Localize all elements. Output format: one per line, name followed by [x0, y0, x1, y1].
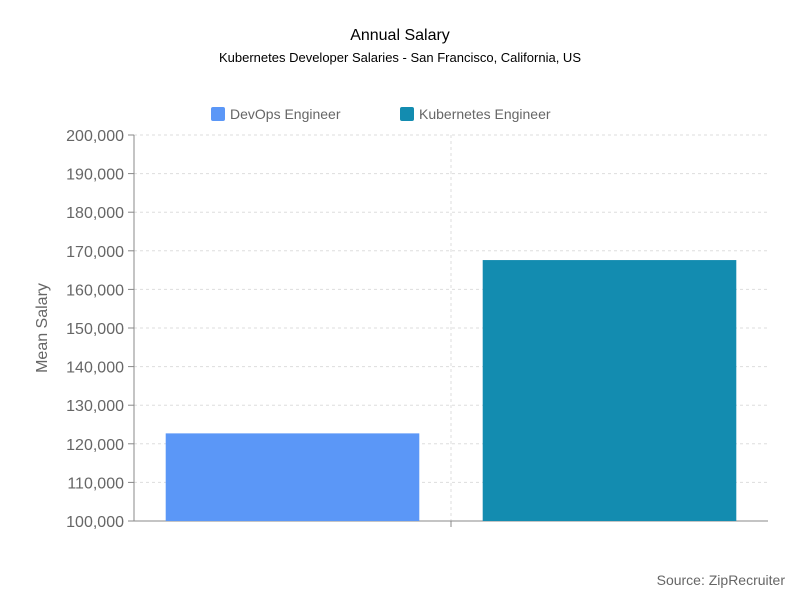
- y-tick-label: 200,000: [66, 128, 124, 145]
- y-tick-label: 120,000: [66, 437, 124, 454]
- y-axis: 100,000 110,000 120,000 130,000 140,000 150,0…: [66, 128, 768, 531]
- chart-title: Annual Salary: [350, 27, 450, 44]
- y-axis-title: Mean Salary: [34, 283, 51, 373]
- bar-devops-engineer[interactable]: [165, 433, 420, 521]
- y-tick-label: 130,000: [66, 398, 124, 415]
- y-tick-label: 170,000: [66, 244, 124, 261]
- legend-item[interactable]: DevOps Engineer: [211, 106, 341, 122]
- y-tick-label: 160,000: [66, 282, 124, 299]
- bars: [165, 260, 737, 521]
- chart-subtitle: Kubernetes Developer Salaries - San Fran…: [219, 50, 581, 65]
- legend-item[interactable]: Kubernetes Engineer: [400, 106, 551, 122]
- source-note: Source: ZipRecruiter: [657, 572, 786, 588]
- y-tick-label: 100,000: [66, 514, 124, 531]
- y-tick-label: 150,000: [66, 321, 124, 338]
- y-tick-label: 180,000: [66, 205, 124, 222]
- legend-label: Kubernetes Engineer: [419, 106, 551, 122]
- bar-kubernetes-engineer[interactable]: [482, 260, 737, 521]
- y-tick-label: 140,000: [66, 360, 124, 377]
- legend: DevOps Engineer Kubernetes Engineer: [211, 106, 551, 122]
- y-tick-label: 190,000: [66, 167, 124, 184]
- legend-swatch: [211, 107, 225, 121]
- legend-label: DevOps Engineer: [230, 106, 341, 122]
- y-tick-label: 110,000: [67, 475, 124, 492]
- legend-swatch: [400, 107, 414, 121]
